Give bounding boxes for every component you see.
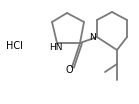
Text: N: N — [90, 32, 96, 41]
Text: HN: HN — [49, 43, 63, 51]
Text: O: O — [65, 65, 73, 75]
Text: HCl: HCl — [6, 41, 22, 51]
